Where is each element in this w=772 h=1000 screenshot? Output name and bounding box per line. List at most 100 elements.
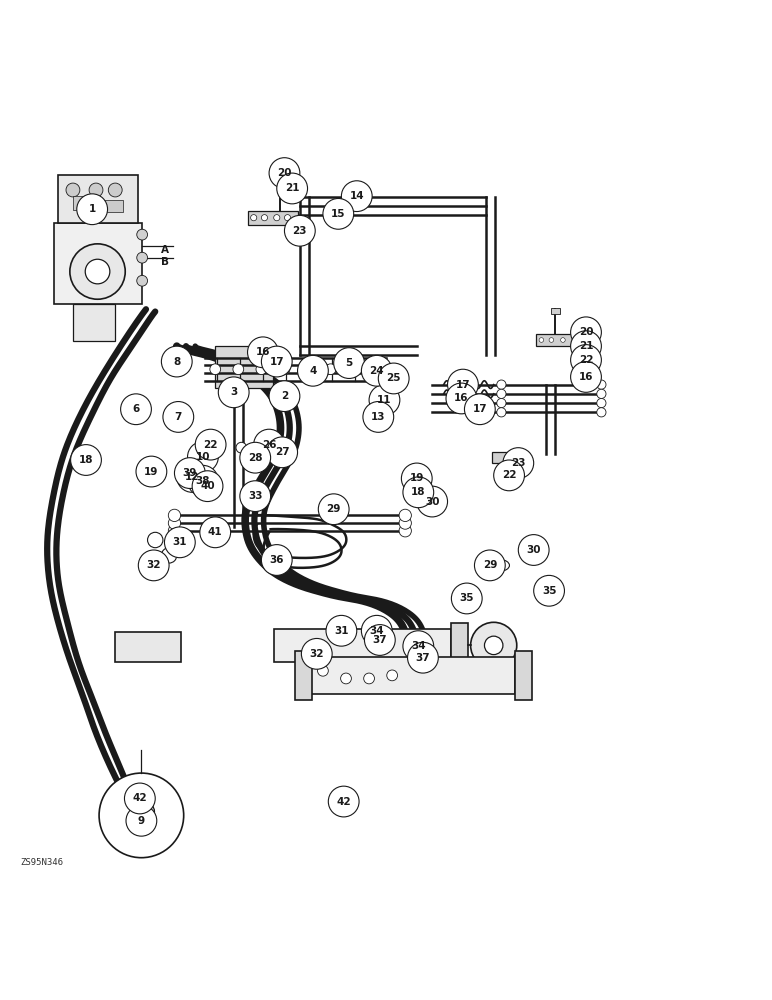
Text: 35: 35: [542, 586, 557, 596]
Circle shape: [168, 509, 181, 522]
Circle shape: [403, 477, 434, 508]
Text: 24: 24: [370, 366, 384, 376]
Circle shape: [76, 194, 107, 225]
Text: 1: 1: [89, 204, 96, 214]
Bar: [276, 174, 284, 180]
Circle shape: [301, 638, 332, 669]
Circle shape: [210, 364, 221, 375]
Circle shape: [485, 636, 503, 655]
Bar: [73, 304, 115, 341]
Circle shape: [571, 331, 601, 362]
Circle shape: [475, 550, 505, 581]
Text: 17: 17: [269, 357, 284, 367]
Text: 32: 32: [147, 560, 161, 570]
Circle shape: [161, 548, 177, 563]
Circle shape: [328, 786, 359, 817]
Circle shape: [188, 465, 218, 496]
Circle shape: [269, 381, 300, 412]
Circle shape: [279, 364, 290, 375]
Text: 31: 31: [334, 626, 349, 636]
Text: 2: 2: [281, 391, 288, 401]
Text: 20: 20: [277, 168, 292, 178]
Circle shape: [539, 338, 543, 342]
Circle shape: [446, 383, 477, 414]
Circle shape: [496, 398, 506, 408]
Circle shape: [571, 362, 601, 392]
Circle shape: [361, 615, 392, 646]
Text: A: A: [161, 245, 169, 255]
Text: 31: 31: [173, 537, 187, 547]
Circle shape: [340, 673, 351, 684]
Circle shape: [124, 783, 155, 814]
Text: 9: 9: [138, 816, 145, 826]
Circle shape: [161, 346, 192, 377]
Text: 16: 16: [454, 393, 469, 403]
Circle shape: [146, 562, 161, 577]
Text: 32: 32: [310, 649, 324, 659]
Text: 42: 42: [133, 793, 147, 803]
Circle shape: [465, 394, 495, 425]
Text: 13: 13: [371, 412, 385, 422]
Text: 22: 22: [203, 440, 218, 450]
Circle shape: [137, 275, 147, 286]
Text: 12: 12: [185, 472, 199, 482]
Text: 6: 6: [132, 404, 140, 414]
Circle shape: [302, 364, 313, 375]
Circle shape: [571, 345, 601, 375]
Text: 27: 27: [275, 447, 290, 457]
Text: 42: 42: [337, 797, 351, 807]
Circle shape: [136, 456, 167, 487]
Bar: [198, 481, 212, 492]
Circle shape: [549, 338, 554, 342]
Circle shape: [417, 486, 448, 517]
Circle shape: [364, 673, 374, 684]
Circle shape: [177, 462, 208, 492]
Circle shape: [274, 215, 279, 221]
Circle shape: [326, 615, 357, 646]
Circle shape: [137, 229, 147, 240]
Circle shape: [174, 458, 205, 488]
Circle shape: [448, 369, 479, 400]
Bar: [73, 196, 92, 210]
Text: 14: 14: [350, 191, 364, 201]
Circle shape: [188, 442, 218, 472]
Text: 36: 36: [269, 555, 284, 565]
Circle shape: [267, 437, 297, 468]
Text: 40: 40: [200, 481, 215, 491]
Circle shape: [89, 183, 103, 197]
Ellipse shape: [526, 545, 535, 550]
Text: 38: 38: [195, 476, 210, 486]
Bar: [515, 651, 532, 700]
Bar: [100, 200, 123, 212]
Circle shape: [168, 525, 181, 537]
Text: 17: 17: [455, 380, 470, 390]
Circle shape: [572, 338, 577, 342]
Circle shape: [147, 532, 163, 548]
Circle shape: [597, 380, 606, 389]
Text: 28: 28: [248, 453, 262, 463]
Text: 15: 15: [331, 209, 346, 219]
Circle shape: [334, 348, 364, 378]
Circle shape: [399, 509, 411, 522]
Circle shape: [518, 535, 549, 565]
Bar: [493, 452, 527, 463]
Circle shape: [493, 460, 524, 491]
Circle shape: [69, 244, 125, 299]
Ellipse shape: [495, 563, 504, 568]
Circle shape: [126, 805, 157, 836]
Circle shape: [503, 448, 533, 478]
Circle shape: [262, 545, 292, 575]
Circle shape: [399, 525, 411, 537]
Circle shape: [108, 183, 122, 197]
Text: 4: 4: [310, 366, 317, 376]
Circle shape: [233, 364, 244, 375]
Circle shape: [496, 389, 506, 398]
Circle shape: [297, 355, 328, 386]
Circle shape: [164, 527, 195, 558]
Text: 23: 23: [293, 226, 307, 236]
Circle shape: [218, 377, 249, 408]
Circle shape: [163, 402, 194, 432]
Text: 21: 21: [579, 341, 593, 351]
Circle shape: [371, 364, 382, 375]
Bar: [215, 346, 273, 388]
